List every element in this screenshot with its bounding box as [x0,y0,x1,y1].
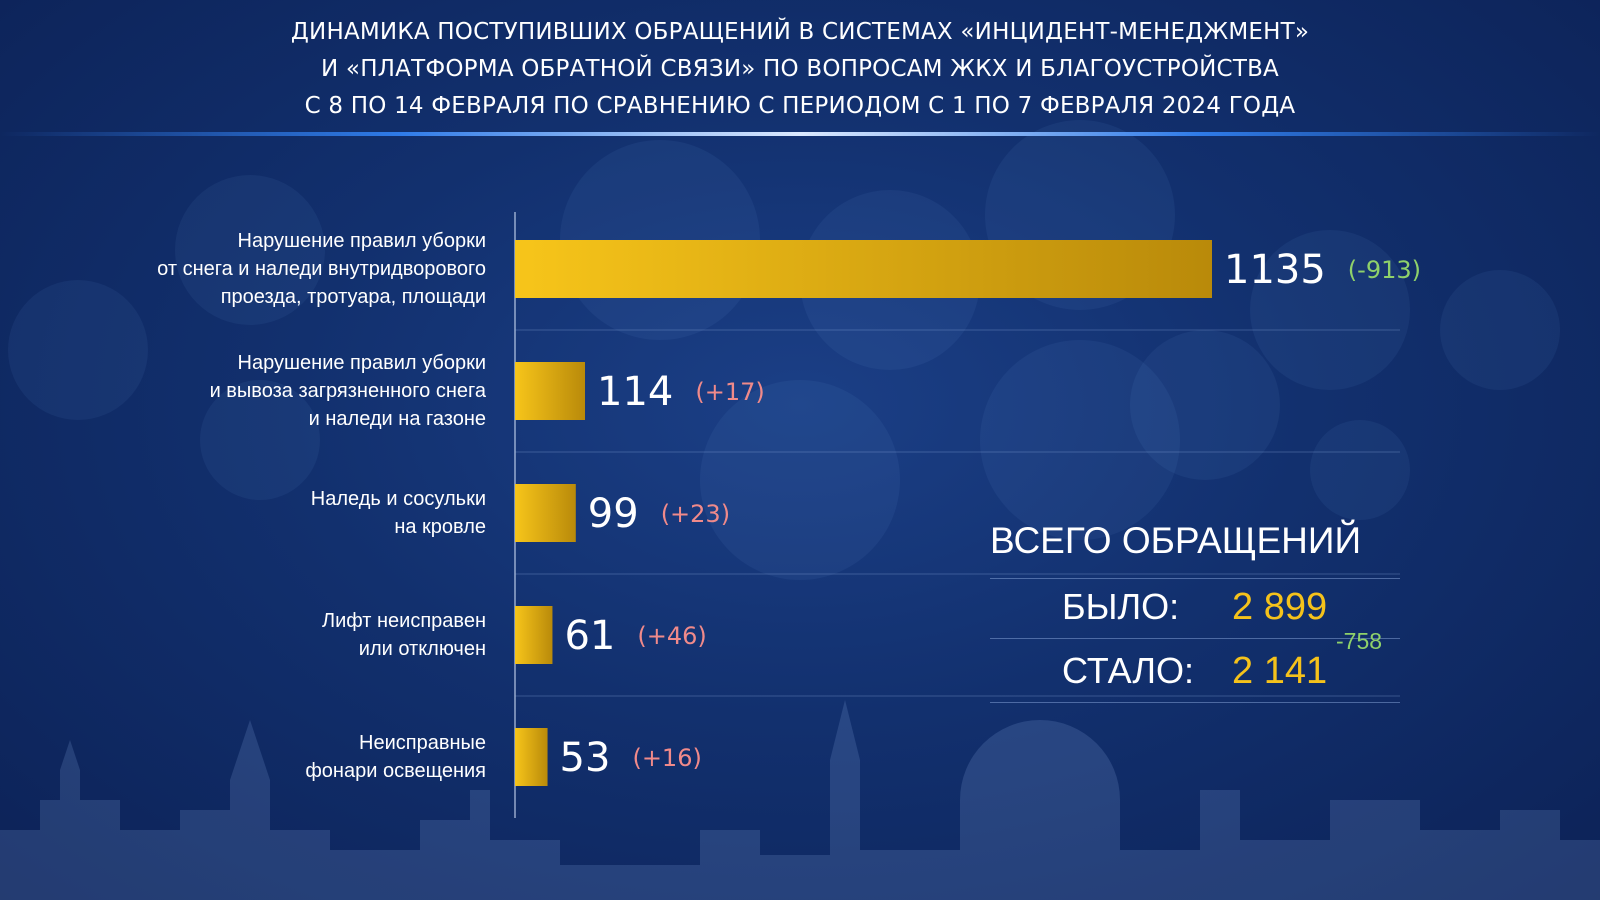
category-label-line: и вывоза загрязненного снега [209,380,486,402]
background-bubble [1250,230,1410,390]
category-label-line: на кровле [394,516,486,538]
totals-divider [990,702,1400,703]
category-label: Неисправные фонари освещения [66,729,486,785]
bar-change-label: (-913) [1348,256,1421,284]
background-bubble [8,280,148,420]
background-bubble [175,175,325,325]
background-bubble [1130,330,1280,480]
title-line: С 8 ПО 14 ФЕВРАЛЯ ПО СРАВНЕНИЮ С ПЕРИОДО… [304,93,1296,119]
category-label-line: Неисправные [359,732,486,754]
category-label-line: Нарушение правил уборки [237,352,486,374]
page-title: ДИНАМИКА ПОСТУПИВШИХ ОБРАЩЕНИЙ В СИСТЕМА… [0,14,1600,125]
totals-divider [990,578,1400,579]
bar [515,240,1212,298]
totals-after-label: СТАЛО: [1062,650,1195,691]
category-label-line: от снега и наледи внутридворового [157,258,486,280]
bar-change-label: (+46) [637,622,706,650]
bar-value-label: 114 [597,369,673,415]
bar-value-label: 1135 [1224,247,1326,293]
bar [515,606,553,664]
category-label: Нарушение правил уборки от снега и наледи… [66,227,486,311]
title-line: ДИНАМИКА ПОСТУПИВШИХ ОБРАЩЕНИЙ В СИСТЕМА… [290,19,1310,45]
city-skyline-decoration [0,700,1600,900]
background-bubble [980,340,1180,540]
category-label: Нарушение правил уборки и вывоза загрязне… [66,349,486,433]
bar-value-label: 99 [588,491,639,537]
background-bubble [1310,420,1410,520]
category-label-line: и наледи на газоне [308,408,486,430]
category-label-line: Нарушение правил уборки [237,230,486,252]
background-bubble [200,380,320,500]
bar-change-label: (+16) [632,744,701,772]
background-bubble [700,380,900,580]
category-label-line: проезда, тротуара, площади [220,286,486,308]
bar-value-label: 53 [560,735,611,781]
totals-after-value: 2 141 [1232,650,1328,692]
totals-change: -758 [1336,628,1383,654]
category-label-line: или отключен [358,638,486,660]
totals-before-value: 2 899 [1232,586,1328,628]
title-line: И «ПЛАТФОРМА ОБРАТНОЙ СВЯЗИ» ПО ВОПРОСАМ… [321,56,1279,82]
bar [515,728,548,786]
category-label-line: Лифт неисправен [321,610,486,632]
category-label: Лифт неисправен или отключен [66,607,486,663]
title-divider [0,132,1600,136]
bar-change-label: (+17) [695,378,764,406]
background-bubble [1440,270,1560,390]
bar [515,362,586,420]
bar-value-label: 61 [564,613,615,659]
totals-divider [990,638,1400,639]
bar [515,484,576,542]
totals-before-label: БЫЛО: [1062,586,1180,627]
totals-title: ВСЕГО ОБРАЩЕНИЙ [990,520,1362,561]
category-label-line: Наледь и сосульки [310,488,486,510]
category-label-line: фонари освещения [305,760,486,782]
bar-change-label: (+23) [661,500,730,528]
category-label: Наледь и сосульки на кровле [66,485,486,541]
